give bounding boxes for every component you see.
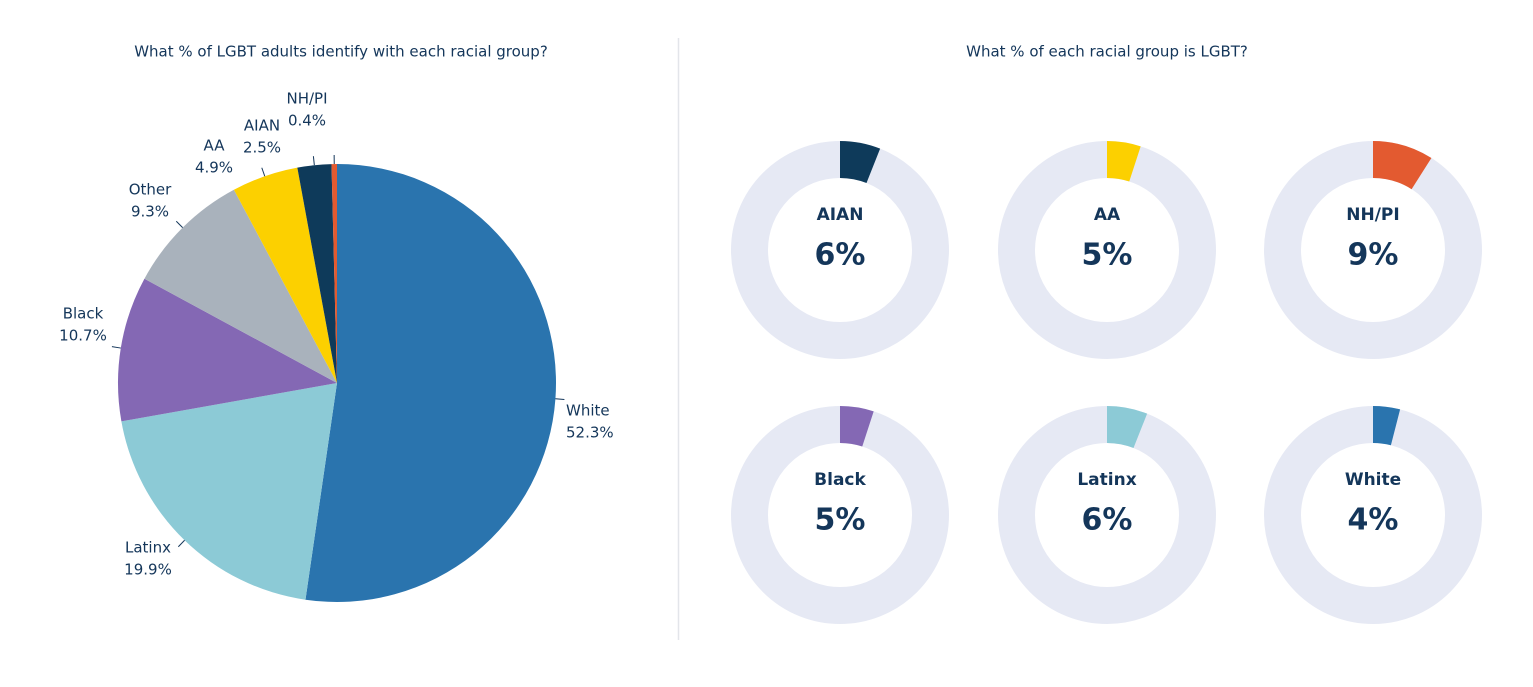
- pie-slice: [305, 164, 557, 603]
- pie-slice: [121, 383, 338, 600]
- pie-slice: [233, 167, 337, 383]
- leader-line: [555, 398, 565, 400]
- donut-value: 5%: [1082, 238, 1133, 273]
- donut-value: 4%: [1348, 503, 1399, 538]
- leader-line: [261, 167, 266, 177]
- leader-line: [175, 220, 183, 229]
- donut-arc: [1372, 141, 1432, 190]
- slice-value: 19.9%: [124, 561, 172, 579]
- donut-value: 5%: [815, 503, 866, 538]
- slice-label: AA: [204, 137, 226, 155]
- donut-arc: [1372, 406, 1401, 446]
- donut-arc: [839, 141, 881, 184]
- donut-label: AA: [1094, 205, 1121, 225]
- pie-slice: [297, 164, 337, 383]
- slice-value: 4.9%: [195, 159, 233, 177]
- pie-slice: [331, 164, 337, 383]
- leader-line: [111, 346, 121, 349]
- slice-label: AIAN: [244, 117, 280, 135]
- donut-arc: [839, 406, 874, 447]
- slice-label: NH/PI: [286, 90, 327, 108]
- donut-value: 6%: [1082, 503, 1133, 538]
- donut-label: White: [1345, 470, 1401, 490]
- slice-label: White: [566, 402, 610, 420]
- slice-value: 0.4%: [288, 112, 326, 130]
- leader-line: [312, 156, 315, 166]
- donut-value: 6%: [815, 238, 866, 273]
- leader-line: [177, 539, 185, 548]
- pie-slice: [144, 189, 337, 383]
- donut-value: 9%: [1348, 238, 1399, 273]
- slice-value: 2.5%: [243, 139, 281, 157]
- slice-label: Latinx: [125, 539, 171, 557]
- slice-label: Black: [63, 305, 104, 323]
- slice-value: 9.3%: [131, 203, 169, 221]
- donut-label: Black: [814, 470, 866, 490]
- donut-arc: [1106, 141, 1141, 182]
- slice-label: Other: [129, 181, 172, 199]
- chart-title: What % of LGBT adults identify with each…: [134, 43, 548, 61]
- pie-slice: [117, 278, 337, 422]
- donut-label: NH/PI: [1346, 205, 1399, 225]
- slice-value: 52.3%: [566, 424, 614, 442]
- donut-label: AIAN: [817, 205, 864, 225]
- donut-label: Latinx: [1077, 470, 1136, 490]
- donut-arc: [1106, 406, 1148, 449]
- slice-value: 10.7%: [59, 327, 107, 345]
- chart-title: What % of each racial group is LGBT?: [966, 43, 1248, 61]
